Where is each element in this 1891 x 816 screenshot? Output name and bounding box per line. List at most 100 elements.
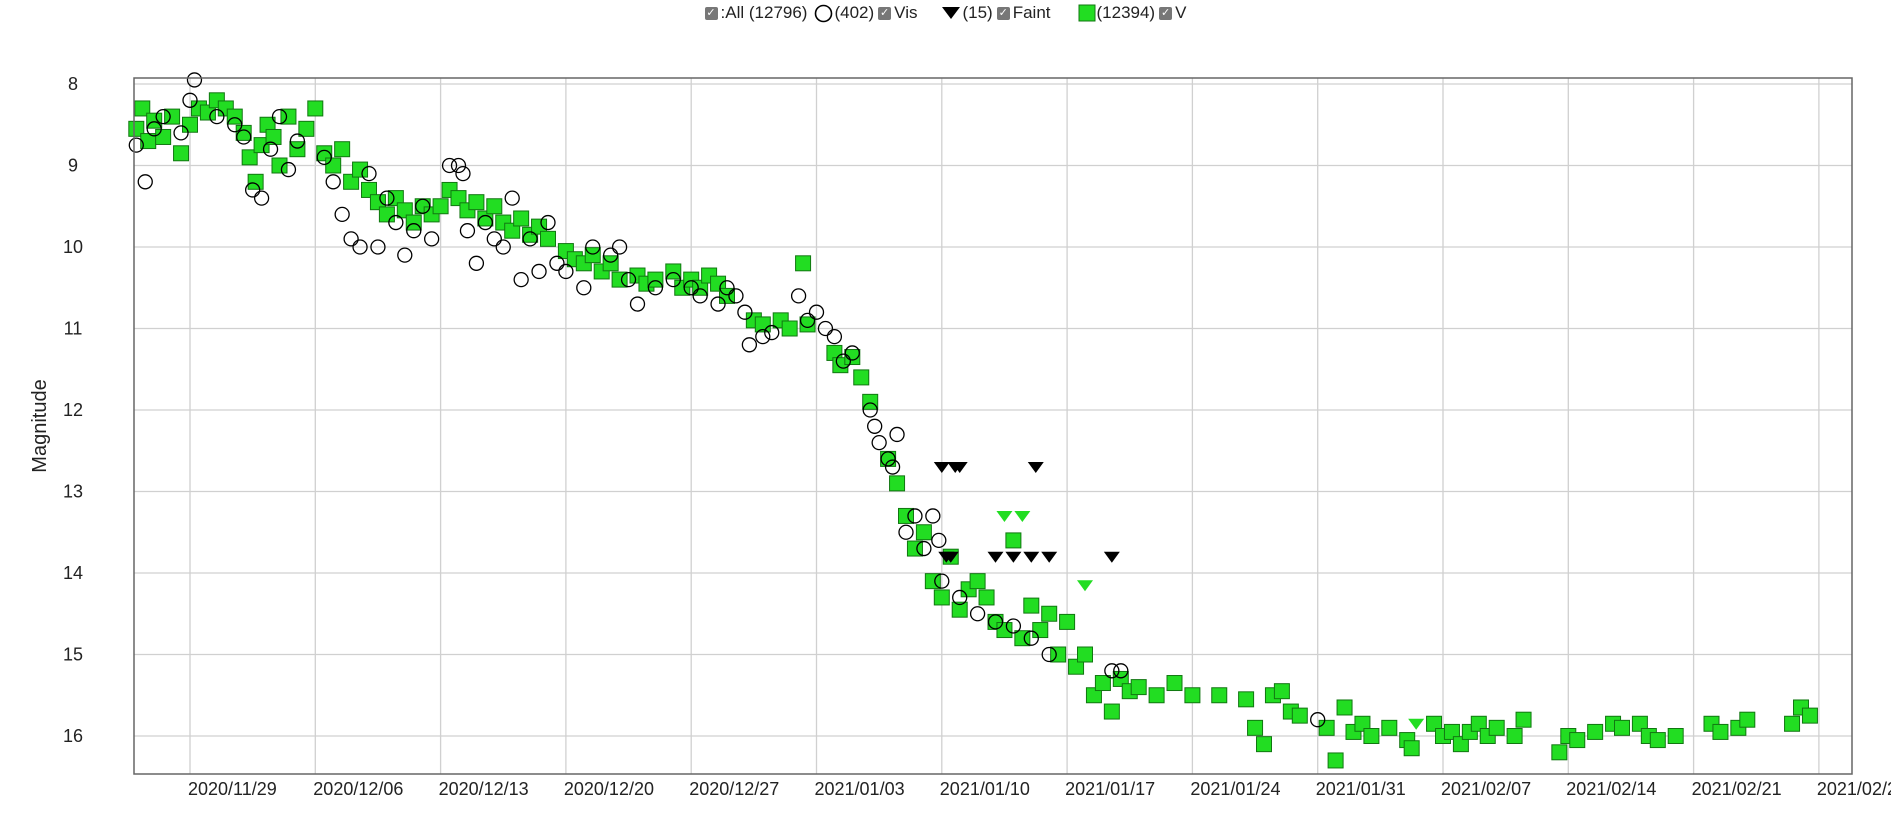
data-point-v xyxy=(1363,728,1380,744)
data-point-vis xyxy=(987,614,1004,630)
legend-v-label: V xyxy=(1175,3,1187,22)
data-point-v xyxy=(969,573,986,590)
y-tick-label: 13 xyxy=(63,482,83,502)
data-point-v xyxy=(1569,732,1586,749)
data-point-v xyxy=(226,108,243,125)
data-point-v xyxy=(978,589,995,606)
data-point-vis xyxy=(397,247,413,263)
data-point-v xyxy=(915,524,932,541)
data-point-v xyxy=(134,100,151,117)
legend-v[interactable]: (12394) ✓ V xyxy=(1078,3,1187,23)
data-point-vis xyxy=(236,129,252,145)
legend-v-checkbox[interactable]: ✓ xyxy=(1159,6,1173,20)
data-point-v xyxy=(289,141,306,158)
data-point-v xyxy=(369,194,386,211)
data-point-v xyxy=(1238,691,1255,708)
data-point-vis xyxy=(343,231,359,247)
data-point-v xyxy=(241,149,258,166)
data-point-v xyxy=(486,198,503,215)
data-point-vis xyxy=(280,161,297,178)
grid-lines xyxy=(134,78,1852,774)
data-point-v xyxy=(1094,675,1111,692)
data-point-vis xyxy=(477,214,494,231)
data-point-vis xyxy=(603,247,619,263)
y-tick-label: 8 xyxy=(68,74,78,94)
x-tick-label: 2021/02/21 xyxy=(1692,779,1782,799)
data-point-vis xyxy=(710,296,726,312)
data-point-v xyxy=(378,206,395,223)
data-point-faint xyxy=(996,510,1013,522)
data-point-vis xyxy=(352,239,368,255)
x-tick-label: 2020/12/13 xyxy=(439,779,529,799)
data-point-v xyxy=(1784,715,1801,732)
data-point-vis xyxy=(262,141,279,157)
legend-faint-checkbox[interactable]: ✓ xyxy=(996,6,1010,20)
data-point-v xyxy=(1041,605,1058,622)
data-point-vis xyxy=(504,190,520,206)
data-point-vis xyxy=(182,92,198,108)
data-point-vis xyxy=(155,108,171,125)
data-point-v xyxy=(253,137,270,154)
data-point-v xyxy=(316,145,333,162)
legend-faint[interactable]: (15) ✓ Faint xyxy=(941,3,1051,23)
legend-all[interactable]: ✓ :All (12796) xyxy=(704,3,807,23)
data-point-vis xyxy=(741,337,758,353)
data-point-v xyxy=(1506,728,1523,744)
data-point-v xyxy=(996,622,1013,639)
legend-vis-checkbox[interactable]: ✓ xyxy=(878,6,892,20)
data-point-v xyxy=(710,275,727,292)
data-point-vis xyxy=(513,271,529,288)
data-point-v xyxy=(1256,736,1272,753)
data-point-v xyxy=(1452,736,1469,753)
data-point-vis xyxy=(835,353,851,369)
data-point-v xyxy=(1801,707,1818,724)
data-point-vis xyxy=(423,231,440,247)
data-point-v xyxy=(647,271,664,288)
data-point-v xyxy=(1077,646,1093,663)
data-point-v xyxy=(1032,622,1049,639)
data-point-v xyxy=(540,230,556,247)
x-tick-label: 2020/12/27 xyxy=(689,779,779,799)
data-point-vis xyxy=(173,125,189,141)
x-tick-label: 2020/12/20 xyxy=(564,779,654,799)
data-point-v xyxy=(1551,744,1568,761)
data-point-vis xyxy=(629,296,646,312)
series-v xyxy=(128,92,1818,769)
data-point-v xyxy=(799,316,816,333)
data-point-faint xyxy=(987,551,1004,563)
x-tick-label: 2021/01/24 xyxy=(1190,779,1280,799)
data-point-v xyxy=(933,589,950,606)
data-point-vis xyxy=(862,402,878,418)
legend-vis-label: Vis xyxy=(894,3,918,22)
data-point-vis xyxy=(1113,663,1129,679)
data-point-v xyxy=(325,157,342,174)
data-point-faint xyxy=(933,462,950,474)
data-point-vis xyxy=(450,157,467,174)
data-point-vis xyxy=(271,108,288,125)
circle-icon xyxy=(815,4,833,22)
data-point-vis xyxy=(611,239,628,255)
data-point-v xyxy=(1739,711,1756,728)
data-point-vis xyxy=(826,328,843,345)
y-axis-label: Magnitude xyxy=(29,379,51,472)
data-point-v xyxy=(1631,715,1648,732)
data-point-vis xyxy=(455,165,471,182)
data-point-v xyxy=(1614,719,1630,736)
data-point-vis xyxy=(620,271,637,288)
series-faint xyxy=(933,462,1425,730)
data-point-v xyxy=(1005,532,1022,549)
data-point-vis xyxy=(558,263,574,280)
data-point-vis xyxy=(361,165,377,182)
data-point-v xyxy=(1103,703,1120,720)
data-point-v xyxy=(1470,715,1487,732)
data-point-v xyxy=(155,128,172,145)
legend-vis[interactable]: (402) ✓ Vis xyxy=(814,3,917,23)
data-point-v xyxy=(1211,687,1228,704)
data-point-v xyxy=(361,181,377,198)
legend-all-checkbox[interactable]: ✓ xyxy=(704,6,718,20)
data-point-vis xyxy=(952,589,968,606)
data-point-v xyxy=(1085,687,1102,704)
legend-vis-count: (402) xyxy=(834,3,875,22)
data-point-v xyxy=(468,194,485,211)
data-point-v xyxy=(1023,597,1040,614)
